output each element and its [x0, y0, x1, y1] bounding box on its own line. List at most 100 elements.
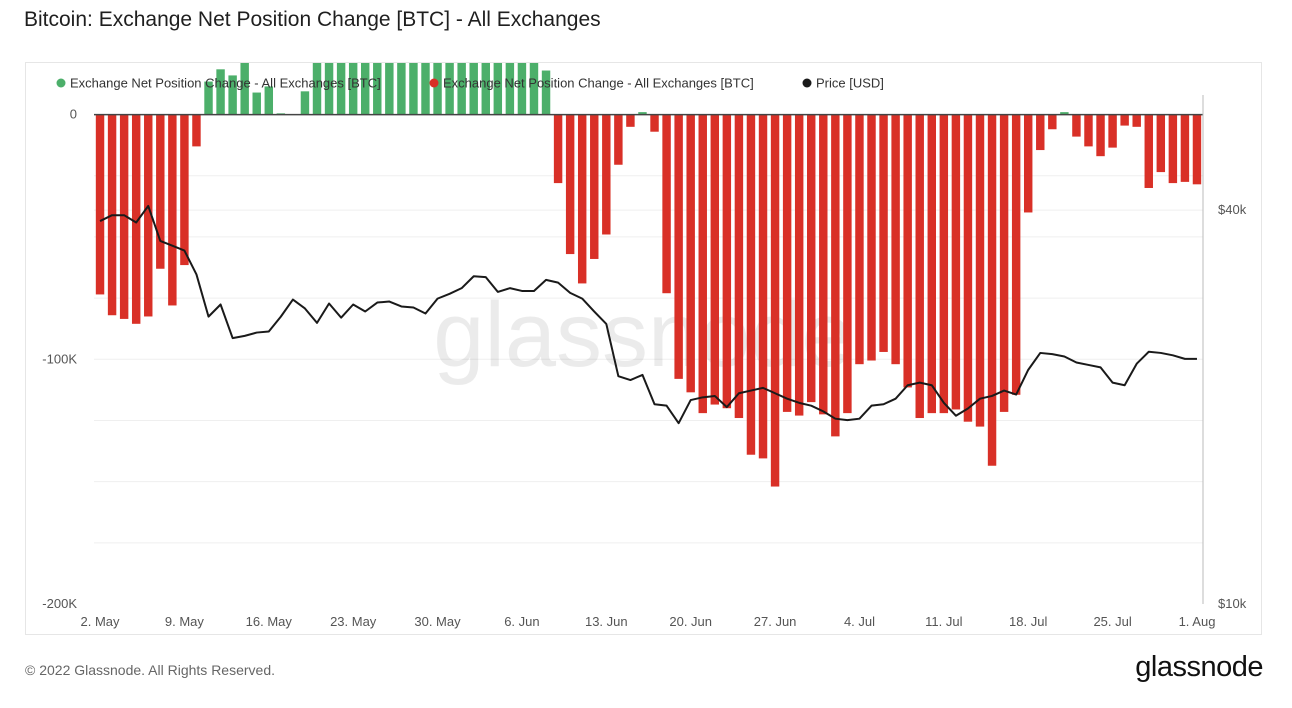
bar-negative [1023, 114, 1033, 213]
bar-positive [421, 63, 430, 115]
bar-negative [698, 114, 707, 414]
bar-negative [1072, 114, 1081, 137]
bar-negative [975, 114, 985, 427]
bar-positive [457, 63, 466, 115]
legend-item-price[interactable]: Price [USD] [802, 76, 884, 91]
left-axis-ticks: 0 -100K -200K [42, 107, 77, 611]
bar-positive [433, 63, 442, 115]
bar-negative [1048, 114, 1057, 130]
bar-positive [397, 63, 406, 115]
bar-negative [1192, 114, 1202, 185]
x-tick-label: 2. May [80, 614, 120, 629]
bar-negative [855, 114, 864, 365]
x-tick-label: 16. May [246, 614, 293, 629]
bar-negative [144, 114, 153, 317]
bar-positive [373, 63, 382, 115]
y-right-tick-label: $40k [1218, 202, 1247, 217]
bar-positive [385, 63, 394, 115]
bar-negative [1096, 114, 1105, 157]
bar-positive [638, 112, 647, 115]
bar-negative [180, 114, 189, 266]
legend-marker-positive [56, 78, 66, 88]
watermark-text: glassnode [433, 284, 852, 386]
y-tick-label: -200K [42, 596, 77, 611]
bar-negative [565, 114, 575, 255]
legend-marker-negative [429, 78, 439, 88]
chart-title: Bitcoin: Exchange Net Position Change [B… [24, 8, 601, 31]
x-tick-label: 25. Jul [1093, 614, 1131, 629]
y-tick-label: 0 [70, 107, 77, 122]
bar-negative [1011, 114, 1021, 395]
bar-negative [927, 114, 936, 414]
bar-negative [1156, 114, 1166, 173]
bar-positive [469, 63, 478, 115]
bar-negative [1132, 114, 1141, 127]
bar-negative [915, 114, 924, 419]
bar-negative [746, 114, 756, 455]
bar-negative [722, 114, 732, 409]
bar-negative [794, 114, 804, 416]
bar-negative [602, 114, 611, 235]
legend: Exchange Net Position Change - All Excha… [56, 76, 884, 91]
bar-negative [674, 114, 683, 379]
bar-negative [131, 114, 141, 324]
bar-negative [156, 114, 165, 269]
x-tick-label: 30. May [414, 614, 461, 629]
bar-positive [240, 63, 249, 115]
bar-negative [686, 114, 695, 393]
bar-negative [1036, 114, 1045, 151]
x-tick-label: 6. Jun [504, 614, 539, 629]
bar-positive [481, 63, 490, 115]
bar-negative [891, 114, 900, 365]
bar-negative [577, 114, 587, 284]
legend-marker-price [802, 78, 812, 88]
bar-negative [999, 114, 1009, 412]
bar-positive [529, 63, 539, 115]
bar-positive [409, 63, 418, 115]
bar-positive [541, 70, 551, 115]
bar-positive [312, 63, 322, 115]
x-tick-label: 13. Jun [585, 614, 628, 629]
legend-label-positive: Exchange Net Position Change - All Excha… [70, 76, 381, 91]
bar-positive [264, 86, 274, 115]
bar-negative [831, 114, 840, 437]
x-tick-label: 20. Jun [669, 614, 712, 629]
x-tick-label: 27. Jun [754, 614, 797, 629]
bar-negative [963, 114, 973, 422]
bar-negative [553, 114, 563, 184]
bar-negative [987, 114, 997, 466]
legend-item-negative[interactable]: Exchange Net Position Change - All Excha… [429, 76, 754, 91]
bar-negative [119, 114, 129, 319]
x-tick-label: 11. Jul [925, 614, 962, 629]
bar-positive [252, 92, 261, 115]
bar-negative [807, 114, 816, 403]
bar-positive [505, 63, 515, 115]
bar-positive [216, 69, 225, 115]
bar-negative [758, 114, 768, 459]
grid-lines [94, 114, 1203, 544]
bar-negative [1108, 114, 1117, 148]
x-tick-label: 4. Jul [844, 614, 875, 629]
bar-negative [626, 114, 635, 127]
chart-panel: glassnode 0 -100K -200K $40k $10k 2. May 9. … [25, 62, 1262, 635]
bar-positive [228, 75, 237, 115]
bar-negative [879, 114, 888, 352]
bar-positive [445, 63, 454, 115]
bar-negative [903, 114, 912, 388]
x-axis-ticks: 2. May 9. May 16. May 23. May 30. May 6. Jun 1… [80, 614, 1215, 629]
legend-item-positive[interactable]: Exchange Net Position Change - All Excha… [56, 76, 381, 91]
bar-negative [614, 114, 623, 165]
legend-label-price: Price [USD] [816, 76, 884, 91]
price-line [99, 204, 1197, 425]
bar-negative [590, 114, 599, 259]
chart-svg: glassnode 0 -100K -200K $40k $10k 2. May 9. … [42, 63, 1247, 629]
bar-negative [951, 114, 961, 410]
footer-copyright: © 2022 Glassnode. All Rights Reserved. [25, 662, 276, 678]
bar-negative [1084, 114, 1093, 147]
legend-label-negative: Exchange Net Position Change - All Excha… [443, 76, 754, 91]
bar-negative [710, 114, 720, 405]
bar-negative [1180, 114, 1190, 182]
bar-negative [1144, 114, 1153, 188]
bar-negative [939, 114, 949, 414]
bar-negative [1120, 114, 1129, 126]
